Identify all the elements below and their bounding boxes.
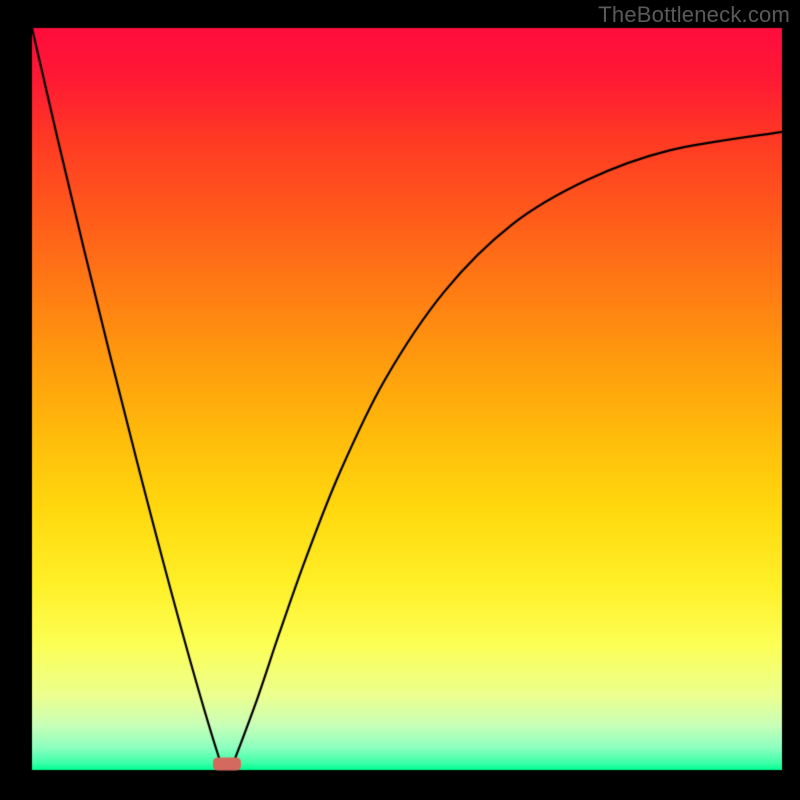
bottleneck-chart: [0, 0, 800, 800]
chart-container: TheBottleneck.com: [0, 0, 800, 800]
watermark-text: TheBottleneck.com: [598, 2, 790, 28]
